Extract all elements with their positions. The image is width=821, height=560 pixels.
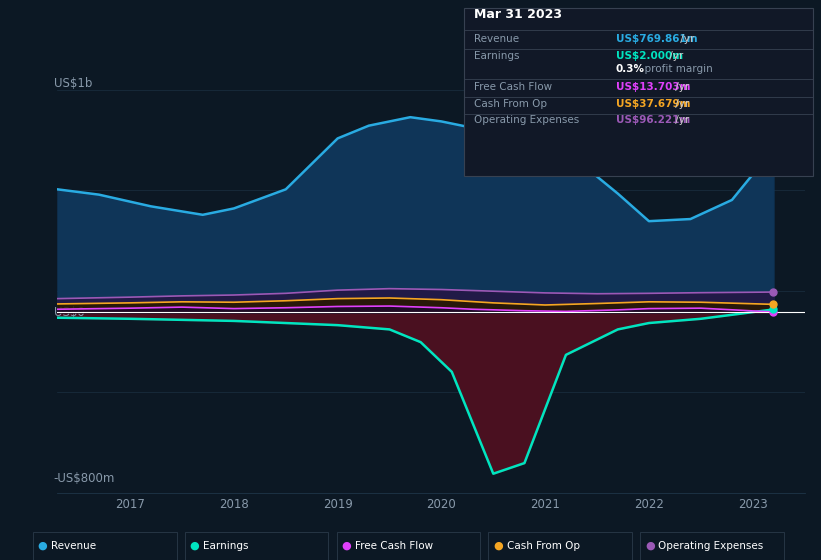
Text: US$2.000m: US$2.000m xyxy=(616,51,683,61)
Text: ●: ● xyxy=(38,541,48,551)
Text: Operating Expenses: Operating Expenses xyxy=(658,541,764,551)
Text: ●: ● xyxy=(342,541,351,551)
Text: /yr: /yr xyxy=(672,99,689,109)
Text: Free Cash Flow: Free Cash Flow xyxy=(355,541,433,551)
Text: -US$800m: -US$800m xyxy=(53,472,115,485)
Text: US$13.703m: US$13.703m xyxy=(616,82,690,92)
Text: US$0: US$0 xyxy=(53,306,85,319)
Text: US$1b: US$1b xyxy=(53,77,92,90)
Text: Revenue: Revenue xyxy=(474,34,519,44)
Text: Operating Expenses: Operating Expenses xyxy=(474,115,579,125)
Text: Cash From Op: Cash From Op xyxy=(507,541,580,551)
Text: US$96.221m: US$96.221m xyxy=(616,115,690,125)
Text: Earnings: Earnings xyxy=(203,541,248,551)
Text: US$37.679m: US$37.679m xyxy=(616,99,690,109)
Text: ●: ● xyxy=(493,541,503,551)
Text: /yr: /yr xyxy=(672,115,689,125)
Text: Revenue: Revenue xyxy=(51,541,96,551)
Text: 0.3%: 0.3% xyxy=(616,64,644,74)
Text: profit margin: profit margin xyxy=(638,64,713,74)
Text: /yr: /yr xyxy=(677,34,695,44)
Text: ●: ● xyxy=(190,541,200,551)
Text: US$769.861m: US$769.861m xyxy=(616,34,697,44)
Text: Mar 31 2023: Mar 31 2023 xyxy=(474,8,562,21)
Text: Free Cash Flow: Free Cash Flow xyxy=(474,82,552,92)
Text: /yr: /yr xyxy=(672,82,689,92)
Text: Earnings: Earnings xyxy=(474,51,519,61)
Text: Cash From Op: Cash From Op xyxy=(474,99,547,109)
Text: ●: ● xyxy=(645,541,655,551)
Text: /yr: /yr xyxy=(666,51,683,61)
